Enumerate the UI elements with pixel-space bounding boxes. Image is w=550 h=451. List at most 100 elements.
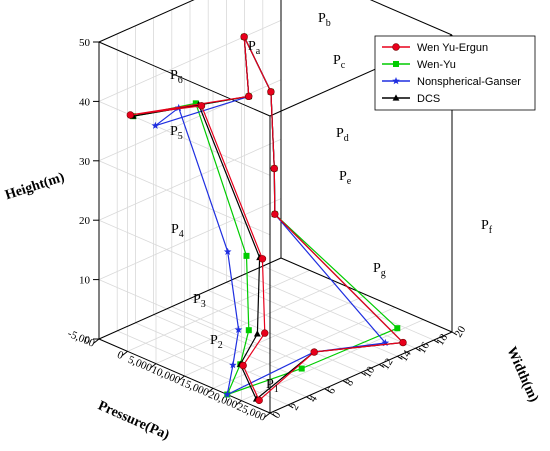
- point-label-p4: P4: [171, 222, 184, 240]
- data-point: [229, 361, 237, 369]
- data-point: [253, 330, 261, 337]
- data-point: [392, 43, 400, 51]
- point-label-pf: Pf: [481, 218, 493, 236]
- point-label-subscript: d: [344, 133, 349, 144]
- point-label-subscript: c: [341, 60, 346, 71]
- point-label-subscript: 5: [178, 131, 183, 142]
- data-point: [392, 94, 400, 101]
- data-point: [393, 61, 399, 67]
- point-label-pd: Pd: [336, 126, 349, 144]
- grid-line: [184, 294, 367, 377]
- width-tick-mark: [306, 396, 312, 401]
- height-axis-title: Height(m): [3, 170, 66, 203]
- axis-edge: [98, 0, 195, 43]
- pressure-tick-mark: [236, 400, 242, 406]
- point-label-pa: Pa: [248, 39, 261, 57]
- data-point: [197, 102, 206, 110]
- height-tick-label: 30: [79, 156, 91, 168]
- series-wen-yu: [130, 33, 401, 398]
- data-point: [234, 325, 243, 333]
- height-tick-label: 10: [79, 275, 91, 287]
- height-tick-label: 50: [79, 37, 91, 49]
- series-layer: [126, 32, 407, 405]
- point-label-subscript: 6: [178, 75, 183, 86]
- width-tick-mark: [324, 388, 330, 393]
- point-label-p3: P3: [193, 292, 206, 310]
- pressure-tick-label: 5,000: [126, 354, 154, 375]
- data-point: [399, 338, 407, 347]
- axis-edge: [369, 0, 453, 36]
- width-tick-label: 6: [325, 385, 338, 396]
- data-point: [261, 329, 269, 337]
- pressure-tick-mark: [150, 363, 157, 369]
- grid-line: [212, 306, 396, 389]
- legend-label: Wen-Yu: [417, 59, 456, 71]
- data-point: [271, 210, 279, 218]
- legend-label: Wen Yu-Ergun: [417, 42, 488, 54]
- width-tick-mark: [269, 412, 276, 417]
- point-label-subscript: 4: [179, 229, 184, 240]
- point-label-subscript: 3: [201, 299, 206, 310]
- pressure-tick-label: -5,000: [66, 328, 97, 350]
- data-point: [394, 325, 401, 332]
- grid-line: [127, 269, 310, 352]
- data-point: [392, 77, 400, 85]
- series-line: [133, 36, 399, 396]
- data-point: [245, 327, 252, 334]
- legend-label: Nonspherical-Ganser: [417, 76, 521, 88]
- width-tick-mark: [342, 380, 349, 385]
- height-tick-label: 0: [85, 334, 91, 346]
- pressure-tick-mark: [179, 375, 185, 381]
- grid-line: [155, 282, 339, 365]
- pressure-tick-mark: [93, 338, 100, 344]
- series-wen-yu-ergun: [126, 33, 407, 405]
- width-tick-label: 0: [270, 409, 283, 420]
- pressure-tick-label: 25,000: [235, 401, 268, 424]
- pressure-tick-mark: [264, 412, 271, 418]
- series-line: [130, 36, 405, 401]
- legend: Wen Yu-Ergun Wen-Yu Nonspherical-Ganser DCS: [374, 35, 536, 111]
- axes-frame: [98, 0, 453, 414]
- width-tick-mark: [397, 355, 403, 360]
- point-label-subscript: e: [347, 176, 352, 187]
- height-tick-label: 20: [79, 215, 91, 227]
- data-point: [381, 338, 390, 347]
- axis-titles: Height(m) Pressure(Pa) Width(m): [3, 170, 541, 443]
- point-label-pc: Pc: [333, 53, 346, 71]
- pressure-tick-label: 15,000: [178, 376, 211, 399]
- data-point: [126, 111, 135, 119]
- data-point: [258, 255, 267, 263]
- data-point: [151, 121, 160, 129]
- data-point: [239, 361, 247, 370]
- point-label-subscript: 1: [274, 384, 279, 395]
- legend-label: DCS: [417, 93, 440, 105]
- pressure-axis-title: Pressure(Pa): [95, 398, 171, 443]
- data-point: [270, 164, 278, 173]
- data-point: [267, 88, 275, 96]
- width-tick-mark: [360, 372, 367, 376]
- data-point: [310, 348, 318, 356]
- data-point: [223, 247, 232, 255]
- width-tick-label: 2: [289, 401, 302, 412]
- point-label-subscript: g: [381, 268, 386, 279]
- width-tick-mark: [451, 331, 458, 336]
- data-point: [240, 33, 248, 41]
- point-label-subscript: 2: [218, 340, 223, 351]
- width-tick-label: 8: [343, 377, 356, 388]
- width-tick-mark: [433, 339, 440, 344]
- point-label-pe: Pe: [339, 169, 352, 187]
- width-tick-label: 4: [307, 393, 320, 404]
- data-point: [192, 100, 199, 107]
- data-point: [223, 390, 232, 398]
- point-label-pg: Pg: [373, 261, 386, 279]
- data-point: [243, 252, 250, 259]
- pressure-tick-label: 0: [115, 349, 125, 362]
- axis-edge: [98, 41, 271, 117]
- pressure-tick-mark: [207, 387, 214, 393]
- point-label-subscript: a: [256, 46, 261, 57]
- pressure-tick-label: 10,000: [149, 364, 182, 387]
- point-label-subscript: f: [489, 225, 493, 236]
- height-tick-label: 40: [79, 96, 91, 108]
